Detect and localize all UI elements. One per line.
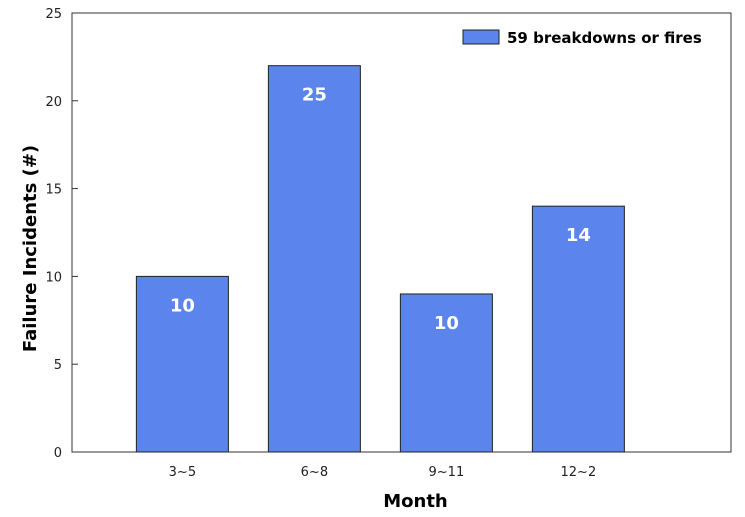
bar-data-label: 10 bbox=[170, 295, 195, 316]
y-tick-label: 25 bbox=[45, 7, 62, 22]
x-tick-label: 12~2 bbox=[561, 465, 597, 480]
y-axis-title: Failure Incidents (#) bbox=[20, 145, 41, 352]
x-axis: 3~5 6~8 9~11 12~2 bbox=[169, 447, 597, 480]
bar-data-label: 25 bbox=[302, 85, 327, 106]
bar bbox=[267, 65, 361, 453]
y-tick-label: 10 bbox=[45, 270, 62, 285]
x-tick-label: 9~11 bbox=[429, 465, 465, 480]
y-tick-label: 0 bbox=[54, 446, 62, 461]
legend: 59 breakdowns or fires bbox=[462, 29, 702, 47]
legend-swatch bbox=[462, 29, 500, 45]
bar-data-label: 10 bbox=[434, 313, 459, 334]
x-axis-title: Month bbox=[383, 491, 448, 512]
bar-data-label: 14 bbox=[566, 225, 591, 246]
bar bbox=[399, 293, 493, 453]
y-tick-label: 5 bbox=[54, 358, 62, 373]
x-tick-label: 3~5 bbox=[169, 465, 196, 480]
y-tick-label: 20 bbox=[45, 95, 62, 110]
y-tick-label: 15 bbox=[45, 183, 62, 198]
bar bbox=[135, 275, 229, 453]
y-axis: 0 5 10 15 20 25 bbox=[45, 7, 78, 461]
x-tick-label: 6~8 bbox=[301, 465, 328, 480]
data-labels: 10 25 10 14 bbox=[170, 85, 591, 334]
bar bbox=[531, 205, 625, 453]
bars bbox=[135, 65, 625, 453]
legend-label: 59 breakdowns or fires bbox=[507, 29, 702, 47]
